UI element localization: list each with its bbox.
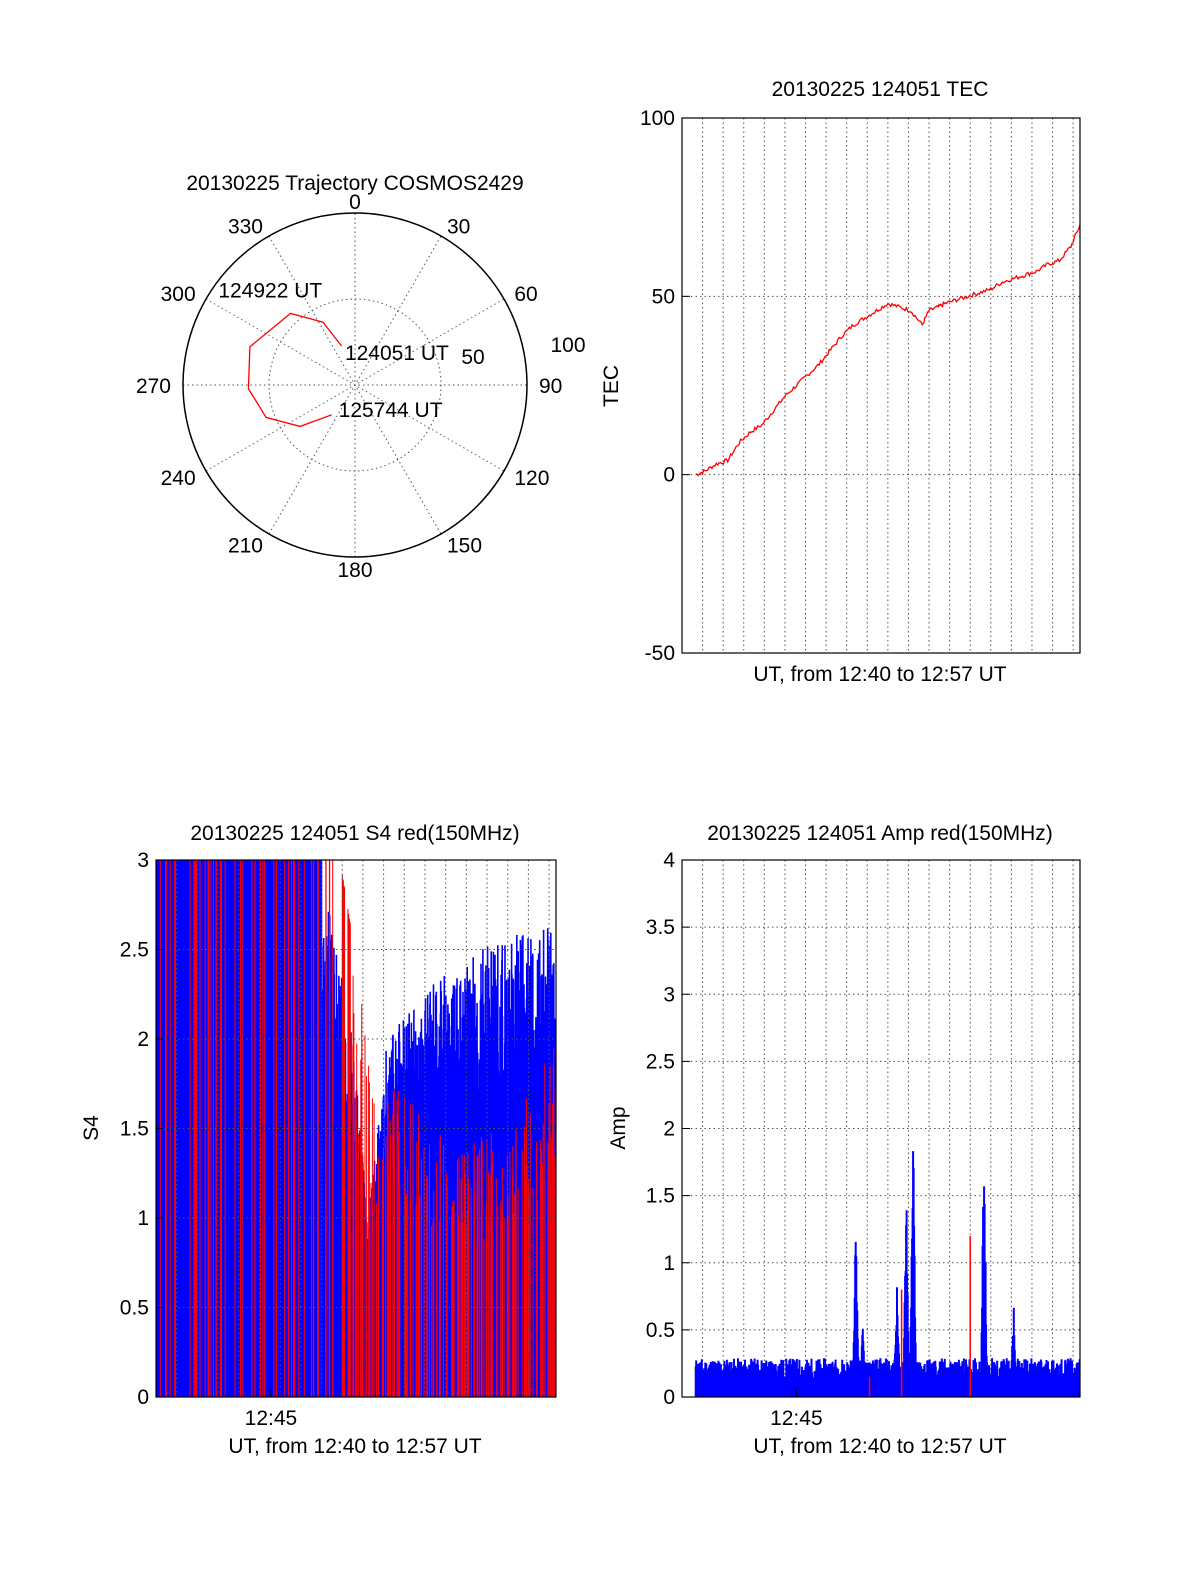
y-tick-label: 3 [663,983,675,1006]
polar-azimuth-label: 90 [539,375,562,398]
polar-azimuth-label: 270 [136,375,171,398]
polar-annotations: 124051 UT 124922 UT 125744 UT [218,279,449,422]
s4-y-ticks: 0 0.5 1 1.5 2 2.5 3 [120,849,164,1409]
s4-y-axis-label: S4 [80,1115,103,1141]
polar-azimuth-label: 120 [514,467,549,490]
s4-x-ticks: 12:45 [245,1389,298,1430]
amp-x-axis-label: UT, from 12:40 to 12:57 UT [753,1435,1006,1458]
polar-azimuth-label: 180 [337,559,372,582]
y-tick-label: 1.5 [646,1185,675,1208]
y-tick-label: 1 [663,1252,675,1275]
polar-azimuth-label: 330 [228,216,263,239]
tec-panel: 20130225 124051 TEC -50 0 50 100 UT, from 1… [600,78,1081,686]
polar-grid-spoke [268,235,442,535]
tec-y-axis-label: TEC [600,365,623,407]
s4-x-axis-label: UT, from 12:40 to 12:57 UT [228,1435,481,1458]
amp-x-ticks: 12:45 [770,1389,823,1430]
y-tick-label: 2.5 [120,939,149,962]
y-tick-label: 4 [663,849,675,872]
amp-panel: 20130225 124051 Amp red(150MHz) 0 0.5 1 1.5… [607,822,1081,1458]
amp-y-ticks: 0 0.5 1 1.5 2 2.5 3 3.5 4 [646,849,690,1409]
y-tick-label: 1.5 [120,1118,149,1141]
polar-azimuth-label: 210 [228,534,263,557]
tec-x-axis-label: UT, from 12:40 to 12:57 UT [753,663,1006,686]
polar-annotation: 125744 UT [339,399,443,422]
polar-azimuth-label: 30 [447,216,470,239]
amp-red-series [868,1235,971,1397]
y-tick-label: 100 [640,107,675,130]
polar-radius-label: 50 [461,346,484,369]
y-tick-label: 3.5 [646,916,675,939]
y-tick-label: 0.5 [120,1297,149,1320]
y-tick-label: 0 [137,1386,149,1409]
amp-grid [682,860,1080,1397]
y-tick-label: 0 [663,1386,675,1409]
amp-y-axis-label: Amp [607,1106,630,1149]
polar-azimuth-label: 300 [161,283,196,306]
y-tick-label: 0 [663,464,675,487]
polar-azimuth-label: 240 [161,467,196,490]
tec-title: 20130225 124051 TEC [772,78,989,101]
polar-azimuth-label: 60 [514,283,537,306]
polar-trajectory-line [247,312,343,428]
amp-frame [681,859,1081,1398]
amp-blue-series [694,1151,1080,1397]
s4-frame [155,859,557,1398]
polar-azimuth-label: 150 [447,534,482,557]
y-tick-label: -50 [645,642,675,665]
y-tick-label: 0.5 [646,1319,675,1342]
polar-azimuth-label: 0 [349,191,361,214]
y-tick-label: 50 [652,285,675,308]
x-tick-label: 12:45 [770,1407,823,1430]
amp-series [694,1151,1080,1397]
tec-series-line [695,224,1081,477]
polar-azimuth-labels: 0 30 60 90 120 150 180 210 240 270 300 330 [136,191,562,582]
s4-panel: 20130225 124051 S4 red(150MHz) 0 0.5 1 1.5 2… [80,822,557,1458]
tec-grid [682,118,1080,653]
y-tick-label: 2 [663,1118,675,1141]
y-tick-label: 3 [137,849,149,872]
polar-panel: 20130225 Trajectory COSMOS2429 0 30 60 90 12… [136,172,586,582]
polar-outer-ring [182,212,528,558]
polar-grid [183,213,527,557]
polar-annotation: 124922 UT [218,279,322,302]
amp-title: 20130225 124051 Amp red(150MHz) [707,822,1053,845]
polar-title: 20130225 Trajectory COSMOS2429 [186,172,523,195]
x-tick-label: 12:45 [245,1407,298,1430]
y-tick-label: 2.5 [646,1050,675,1073]
s4-title: 20130225 124051 S4 red(150MHz) [190,822,519,845]
s4-grid [156,860,556,1397]
y-tick-label: 1 [137,1207,149,1230]
y-tick-label: 2 [137,1028,149,1051]
polar-annotation: 124051 UT [345,342,449,365]
tec-frame [681,117,1081,654]
polar-radius-label: 100 [550,334,585,357]
